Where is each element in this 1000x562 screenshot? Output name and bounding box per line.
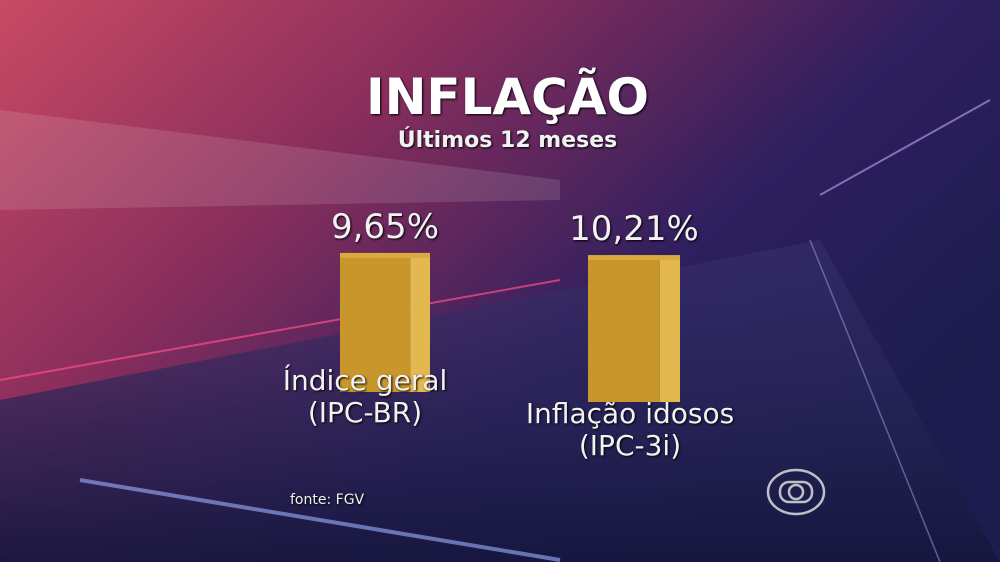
- bar-side: [659, 259, 680, 402]
- chart-subtitle: Últimos 12 meses: [397, 128, 618, 153]
- bar-side: [410, 256, 430, 392]
- category-label: Inflação idosos (IPC-3i): [525, 397, 735, 462]
- value-label: 10,21%: [569, 209, 699, 250]
- source: fonte: FGV: [290, 492, 365, 508]
- category-label: Índice geral (IPC-BR): [282, 364, 448, 429]
- bar: [588, 259, 660, 402]
- bar-top: [340, 252, 430, 258]
- bar-top: [588, 255, 680, 261]
- value-label: 9,65%: [330, 206, 439, 247]
- chart-title: INFLAÇÃO: [365, 68, 650, 126]
- bar: [340, 256, 411, 392]
